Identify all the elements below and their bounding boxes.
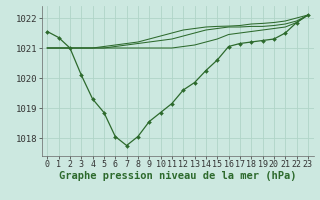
X-axis label: Graphe pression niveau de la mer (hPa): Graphe pression niveau de la mer (hPa) <box>59 171 296 181</box>
